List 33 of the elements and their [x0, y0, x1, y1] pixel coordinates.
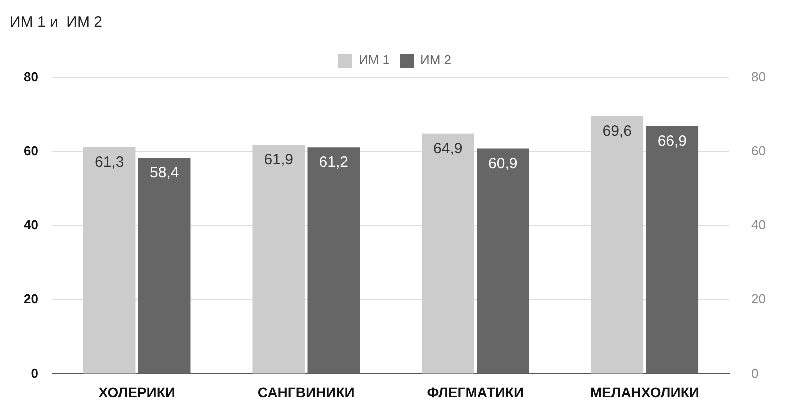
data-label: 61,9 — [264, 152, 294, 169]
x-tick-label: САНГВИНИКИ — [258, 384, 355, 400]
y2-tick-label: 60 — [752, 144, 766, 159]
bar — [477, 148, 530, 374]
y2-tick-label: 0 — [752, 366, 759, 381]
data-label: 58,4 — [150, 164, 180, 182]
x-tick-label: ФЛЕГМАТИКИ — [427, 384, 524, 400]
y2-tick-label: 40 — [752, 218, 766, 233]
y-tick-label: 40 — [24, 218, 38, 233]
data-label: 61,3 — [94, 154, 124, 171]
y-tick-label: 60 — [24, 144, 38, 159]
x-tick-label: МЕЛАНХОЛИКИ — [590, 384, 700, 400]
bar — [138, 158, 191, 374]
y-tick-label: 80 — [24, 70, 38, 85]
data-label: 66,9 — [658, 133, 688, 150]
y2-tick-label: 20 — [752, 292, 766, 307]
chart-title: ИМ 1 и ИМ 2 — [10, 14, 102, 32]
y-tick-label: 20 — [24, 292, 38, 307]
bar — [252, 145, 305, 374]
bar — [591, 116, 644, 374]
x-tick-label: ХОЛЕРИКИ — [98, 384, 176, 400]
data-label: 61,2 — [319, 154, 348, 172]
y2-tick-label: 80 — [752, 70, 766, 85]
bar — [83, 147, 136, 374]
y-tick-label: 0 — [31, 366, 38, 381]
legend-label: ИМ 2 — [420, 52, 452, 68]
data-label: 64,9 — [434, 140, 463, 158]
data-label: 60,9 — [488, 155, 518, 172]
bar — [422, 134, 474, 374]
bar — [646, 126, 699, 374]
bar — [308, 148, 360, 374]
data-label: 69,6 — [602, 123, 632, 140]
legend-label: ИМ 1 — [358, 52, 390, 68]
